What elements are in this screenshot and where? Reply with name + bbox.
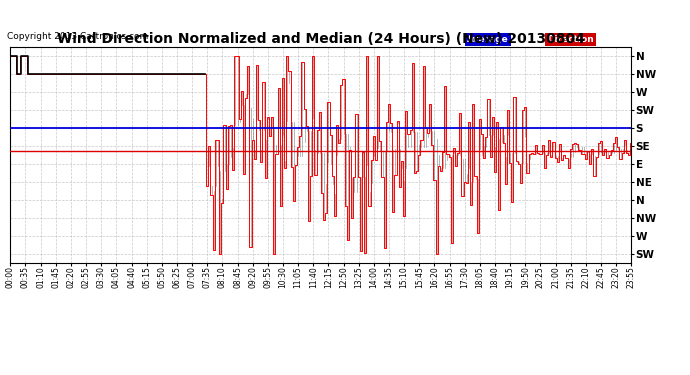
Text: Direction: Direction	[547, 35, 593, 44]
Text: Average: Average	[466, 35, 509, 44]
Title: Wind Direction Normalized and Median (24 Hours) (New) 20130804: Wind Direction Normalized and Median (24…	[57, 32, 585, 46]
Text: Copyright 2013 Cartronics.com: Copyright 2013 Cartronics.com	[7, 32, 148, 41]
